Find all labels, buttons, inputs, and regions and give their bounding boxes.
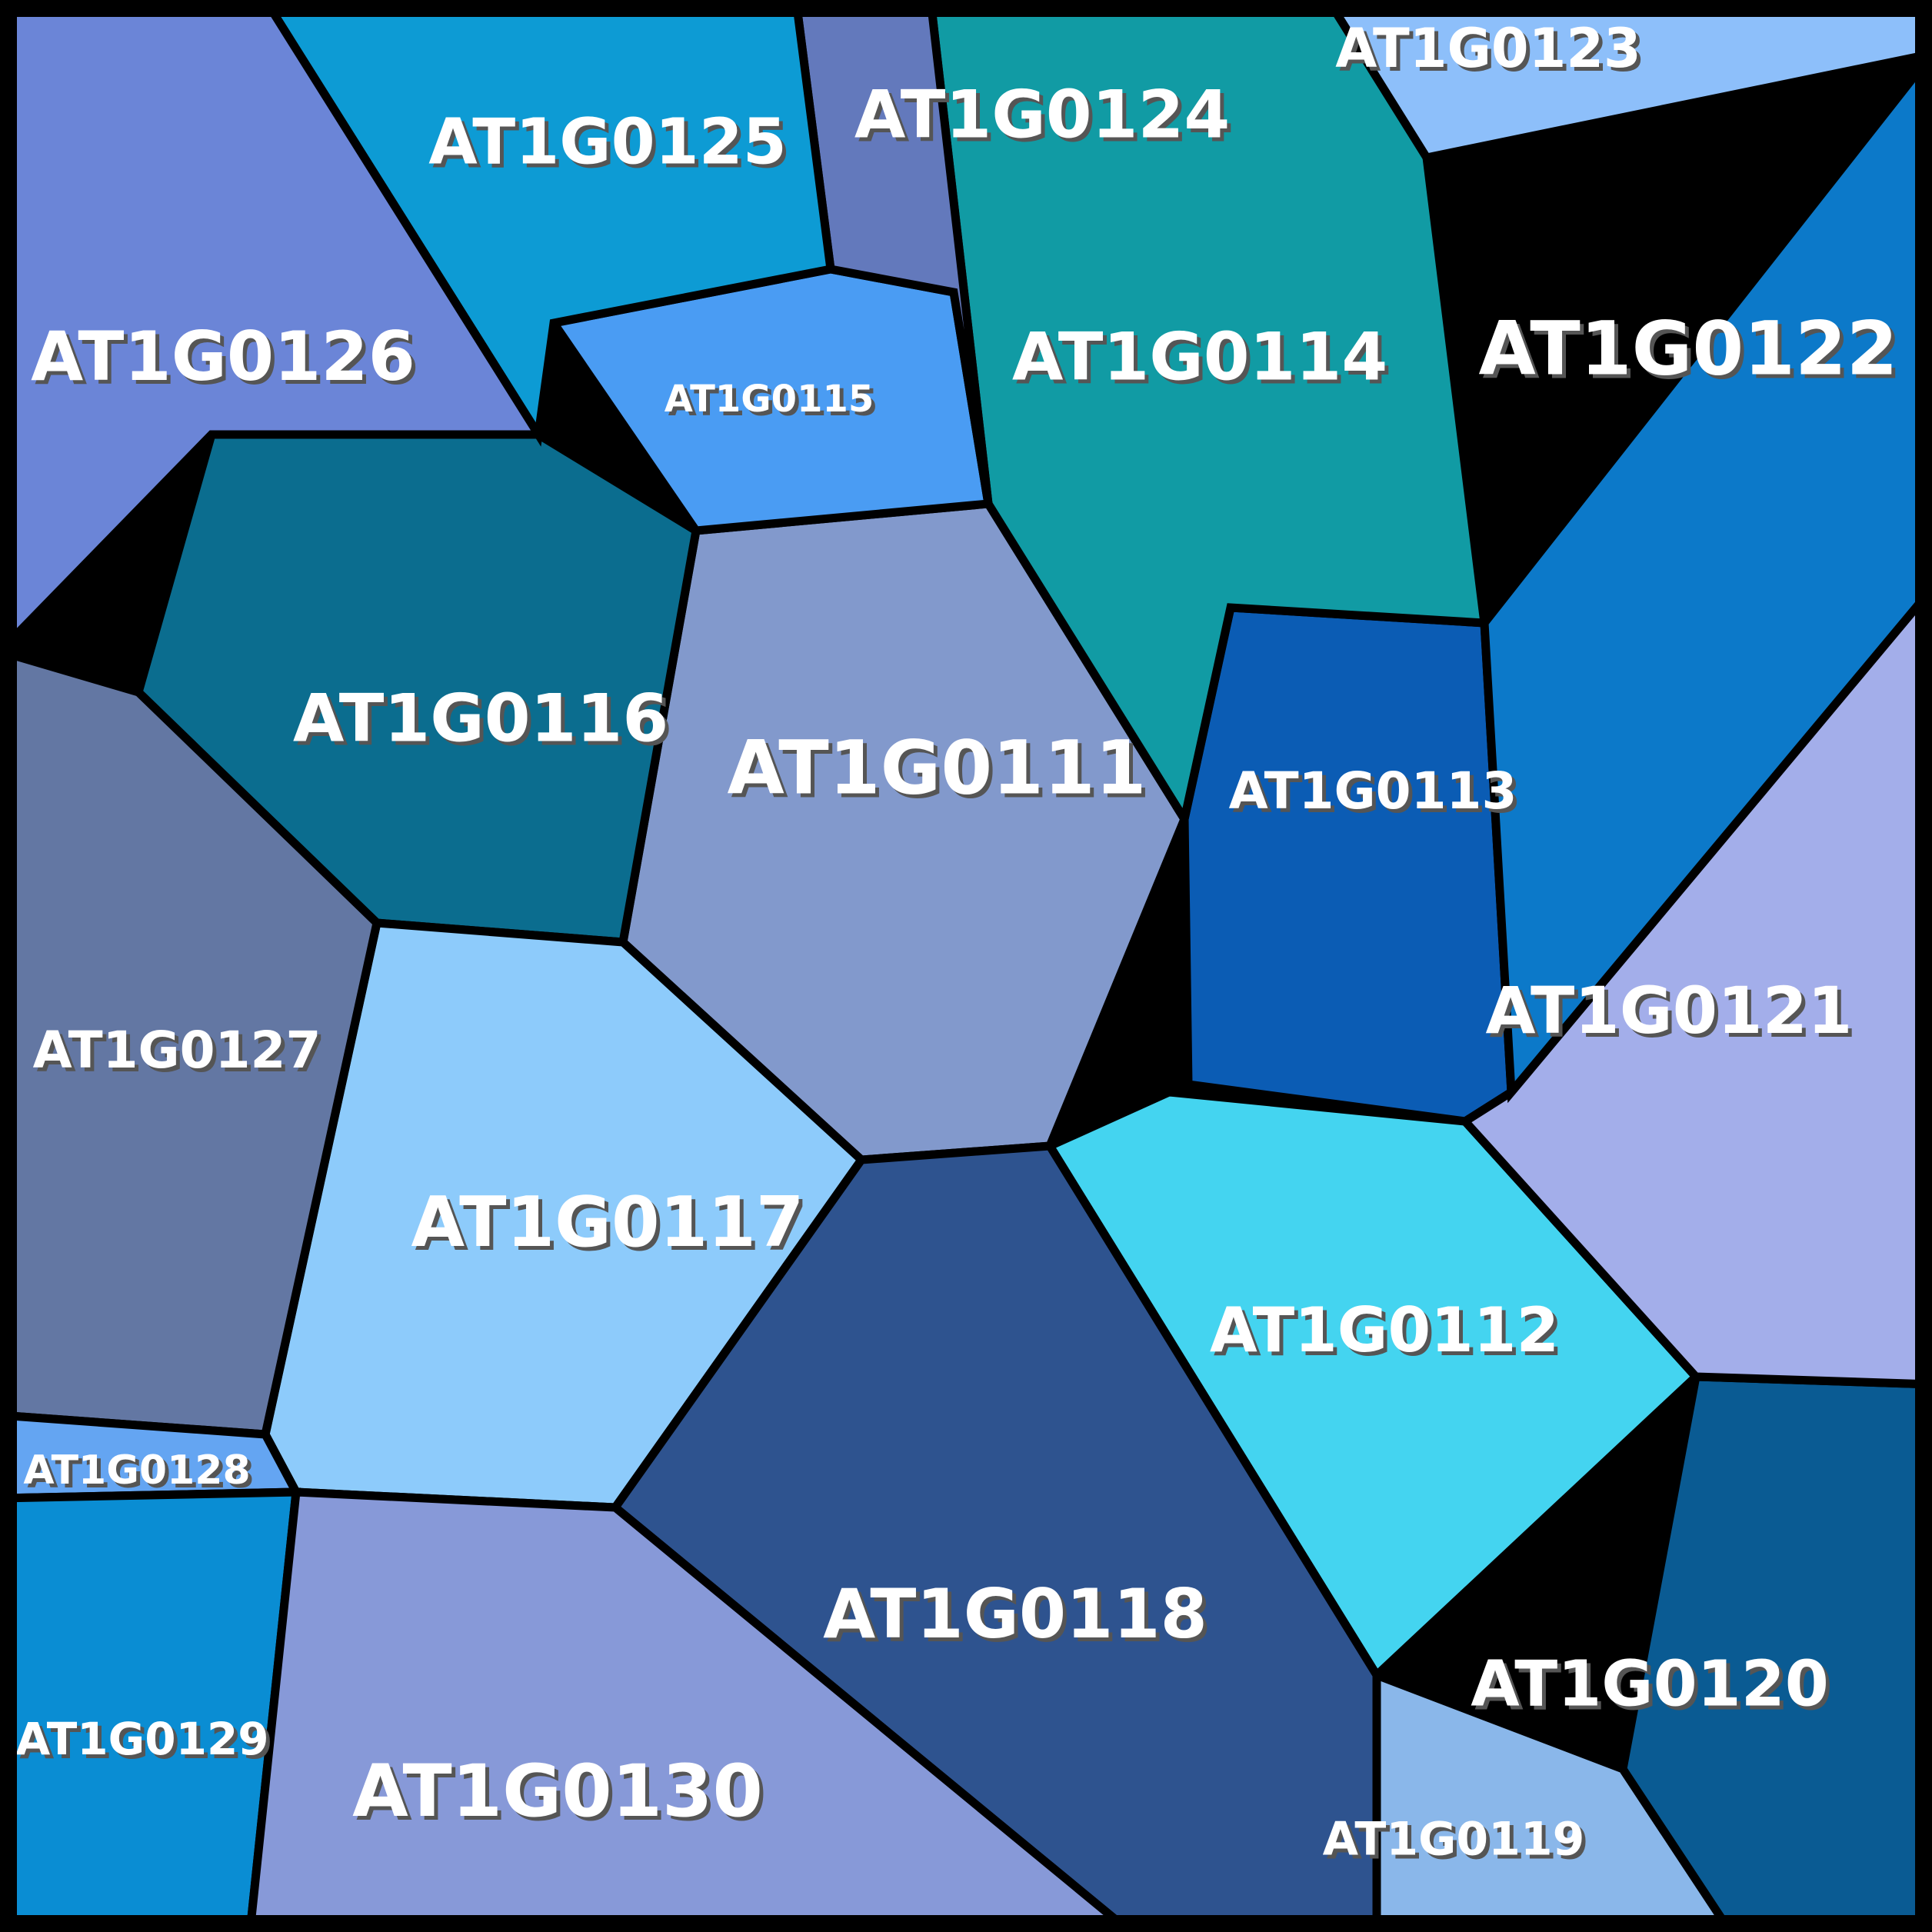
cell-label-at1g0126: AT1G0126 [31, 317, 415, 396]
cell-label-at1g0115: AT1G0115 [665, 378, 874, 421]
cell-label-shadow-at1g0122: AT1G0122 [1482, 309, 1901, 395]
cell-label-shadow-at1g0117: AT1G0117 [415, 1186, 808, 1267]
cell-label-shadow-at1g0126: AT1G0126 [35, 321, 419, 400]
cell-label-at1g0129: AT1G0129 [15, 1713, 268, 1765]
cell-label-at1g0113: AT1G0113 [1229, 761, 1517, 821]
cell-label-shadow-at1g0118: AT1G0118 [827, 1578, 1211, 1657]
voronoi-cell-at1g0123[interactable] [1323, 0, 1932, 163]
cell-label-at1g0117: AT1G0117 [411, 1182, 804, 1263]
cell-label-shadow-at1g0116: AT1G0116 [297, 684, 672, 761]
voronoi-cell-at1g0129[interactable] [0, 1487, 301, 1932]
cell-label-shadow-at1g0127: AT1G0127 [37, 1024, 325, 1084]
voronoi-cell-at1g0126[interactable] [0, 0, 546, 658]
cell-label-at1g0122: AT1G0122 [1478, 305, 1897, 391]
cell-label-at1g0124: AT1G0124 [854, 76, 1230, 153]
cell-label-at1g0114: AT1G0114 [1012, 318, 1387, 395]
cell-label-at1g0121: AT1G0121 [1486, 973, 1853, 1048]
cell-label-at1g0116: AT1G0116 [293, 680, 668, 757]
cell-label-at1g0120: AT1G0120 [1471, 1647, 1829, 1720]
cell-label-shadow-at1g0111: AT1G0111 [731, 728, 1150, 814]
cell-label-shadow-at1g0119: AT1G0119 [1327, 1817, 1589, 1870]
cell-label-shadow-at1g0125: AT1G0125 [432, 109, 791, 182]
voronoi-cell-at1g0130[interactable] [245, 1487, 1138, 1932]
cell-label-at1g0127: AT1G0127 [33, 1021, 321, 1080]
voronoi-cell-at1g0113[interactable] [1180, 603, 1516, 1126]
cell-label-at1g0128: AT1G0128 [23, 1447, 250, 1494]
cell-label-at1g0125: AT1G0125 [428, 105, 787, 178]
voronoi-cell-at1g0114[interactable] [926, 0, 1490, 831]
voronoi-cell-at1g0127[interactable] [0, 647, 382, 1439]
voronoi-cell-at1g0122[interactable] [1480, 47, 1932, 1104]
cell-label-shadow-at1g0114: AT1G0114 [1016, 322, 1391, 399]
cell-label-at1g0123: AT1G0123 [1335, 17, 1641, 80]
cell-label-at1g0119: AT1G0119 [1323, 1813, 1585, 1867]
voronoi-cell-at1g0119[interactable] [1372, 1669, 1736, 1932]
cell-label-at1g0130: AT1G0130 [352, 1750, 763, 1834]
cell-label-shadow-at1g0113: AT1G0113 [1233, 765, 1521, 824]
cell-label-shadow-at1g0115: AT1G0115 [668, 381, 878, 425]
cell-label-shadow-at1g0130: AT1G0130 [356, 1754, 767, 1837]
cell-label-at1g0111: AT1G0111 [727, 724, 1146, 811]
cell-label-shadow-at1g0112: AT1G0112 [1214, 1298, 1563, 1370]
cell-label-shadow-at1g0128: AT1G0128 [27, 1451, 254, 1497]
cell-label-shadow-at1g0121: AT1G0121 [1490, 977, 1857, 1052]
cell-label-at1g0118: AT1G0118 [823, 1574, 1208, 1654]
cell-label-shadow-at1g0124: AT1G0124 [858, 80, 1234, 157]
cell-label-at1g0112: AT1G0112 [1210, 1294, 1559, 1366]
cell-label-shadow-at1g0120: AT1G0120 [1474, 1651, 1833, 1724]
cell-label-shadow-at1g0123: AT1G0123 [1339, 21, 1644, 84]
cell-label-shadow-at1g0129: AT1G0129 [19, 1717, 272, 1769]
